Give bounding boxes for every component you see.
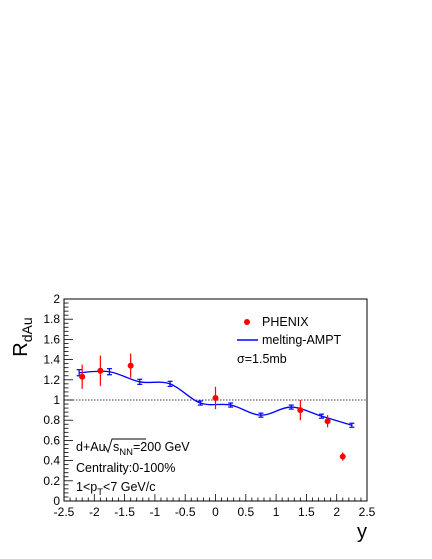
legend-label-phenix: PHENIX [262, 315, 309, 329]
x-tick-label: 2 [333, 505, 340, 519]
legend-sigma-label: σ=1.5mb [237, 352, 287, 366]
y-tick-label: 1.6 [43, 332, 60, 346]
y-tick-label: 0.6 [43, 433, 60, 447]
x-tick-label: 1.5 [298, 505, 315, 519]
y-tick-label: 2 [53, 292, 60, 306]
phenix-point [212, 394, 219, 401]
annotation-pt-suffix: <7 GeV/c [103, 480, 155, 494]
x-tick-label: 2.5 [359, 505, 376, 519]
phenix-point [97, 367, 104, 374]
phenix-point [79, 373, 86, 380]
y-tick-label: 0 [53, 494, 60, 508]
legend-marker-phenix [244, 319, 250, 325]
x-tick-label: 1 [273, 505, 280, 519]
x-tick-label: -1.5 [114, 505, 135, 519]
phenix-point [339, 453, 346, 460]
x-axis-title: y [357, 521, 367, 543]
phenix-point [127, 362, 134, 369]
y-tick-label: 0.2 [43, 474, 60, 488]
y-tick-label: 1.4 [43, 353, 60, 367]
y-tick-label: 1.2 [43, 373, 60, 387]
annotation-block: d+Au sNN=200 GeV Centrality:0-100% 1<pT<… [76, 438, 190, 498]
x-tick-label: -2 [89, 505, 100, 519]
annotation-energy-sub: NN [119, 447, 133, 458]
annotation-energy-value: =200 GeV [133, 440, 190, 454]
y-tick-label: 0.8 [43, 413, 60, 427]
y-axis-title: RdAu [10, 317, 35, 356]
y-tick-label: 1.8 [43, 312, 60, 326]
annotation-system: d+Au [76, 440, 106, 454]
x-tick-label: -1 [150, 505, 161, 519]
x-tick-label: -2.5 [54, 505, 75, 519]
phenix-point [297, 407, 304, 414]
annotation-pt-prefix: 1<p [76, 480, 97, 494]
annotation-centrality: Centrality:0-100% [76, 461, 175, 475]
series-group [76, 353, 355, 461]
legend: PHENIX melting-AMPT σ=1.5mb [237, 315, 342, 366]
axes-group: -2.5 -2 -1.5 -1 -0.5 0 0.5 1 1.5 2 2.5 0 0.2 0.4 0.6 0.… [43, 292, 375, 519]
annotation-pt-range: 1<pT<7 GeV/c [76, 480, 156, 498]
y-axis-title-sub: dAu [19, 317, 35, 342]
y-axis-title-main: R [10, 342, 32, 356]
x-tick-label: 0.5 [237, 505, 254, 519]
phenix-point [324, 418, 331, 425]
y-tick-label: 1 [53, 393, 60, 407]
x-tick-label: -0.5 [175, 505, 196, 519]
annotation-pt-sub: T [97, 487, 103, 498]
x-tick-label: 0 [212, 505, 219, 519]
y-tick-label: 0.4 [43, 454, 60, 468]
legend-label-ampt: melting-AMPT [262, 333, 342, 347]
sqrt-symbol [104, 438, 146, 454]
annotation-energy-s: s [113, 440, 119, 454]
annotation-energy: sNN=200 GeV [113, 440, 190, 458]
